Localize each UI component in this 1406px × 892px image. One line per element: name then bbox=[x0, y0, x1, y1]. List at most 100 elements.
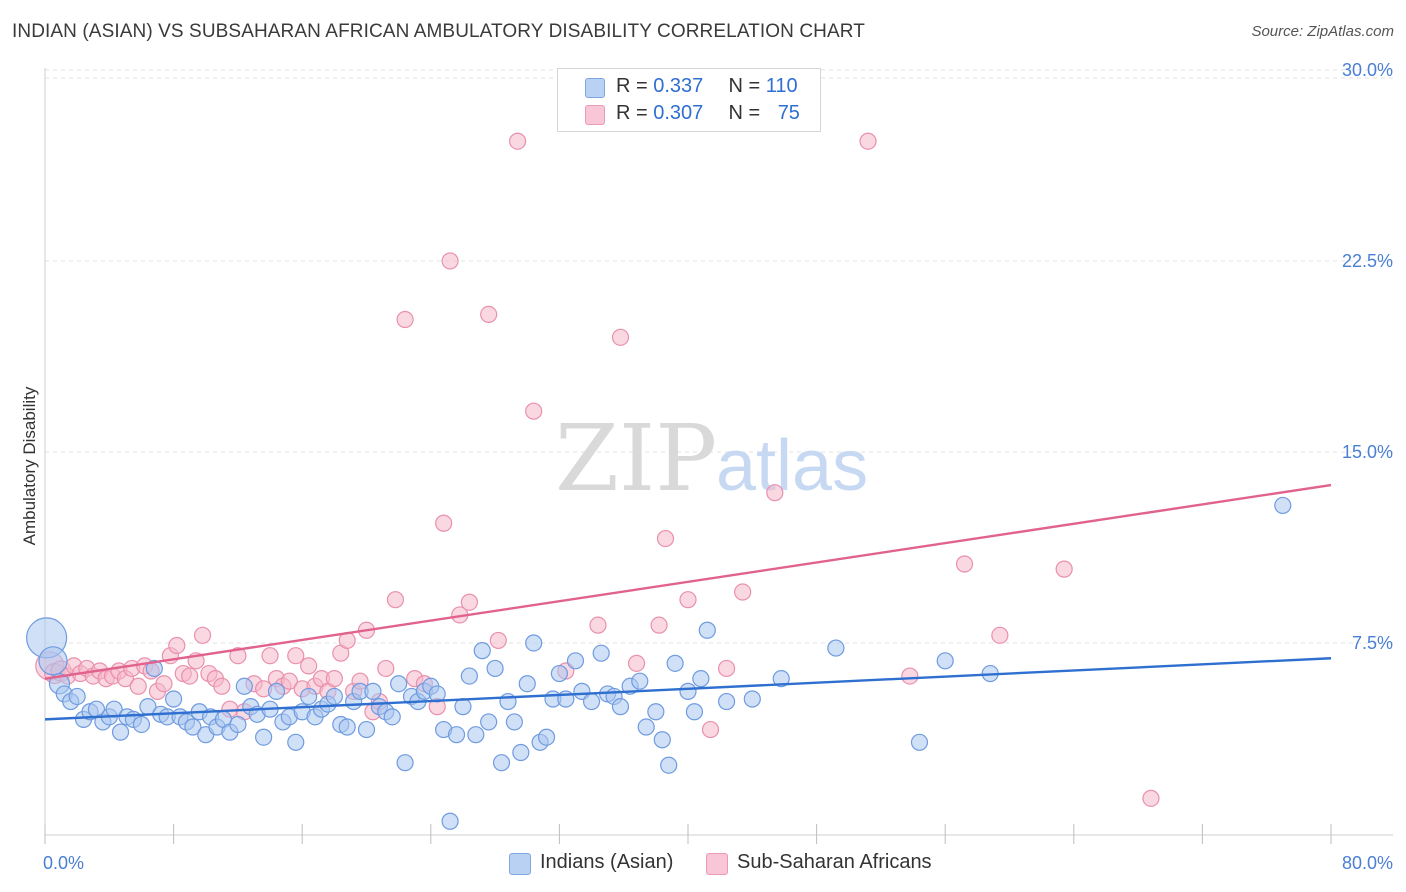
data-point bbox=[267, 682, 286, 700]
data-point bbox=[660, 756, 678, 774]
data-point bbox=[518, 675, 536, 693]
data-point bbox=[1142, 789, 1160, 807]
data-point bbox=[611, 328, 630, 346]
data-point bbox=[155, 675, 173, 693]
trend-lines bbox=[44, 483, 1332, 721]
data-point bbox=[325, 687, 343, 706]
data-point bbox=[467, 726, 485, 744]
data-point bbox=[460, 667, 478, 685]
data-point bbox=[647, 703, 665, 721]
data-point bbox=[685, 703, 704, 721]
data-point bbox=[255, 728, 273, 746]
y-tick-label: 22.5% bbox=[1342, 251, 1393, 271]
data-point bbox=[184, 718, 202, 736]
legend-r-label: R = bbox=[616, 75, 654, 97]
data-point bbox=[300, 687, 318, 706]
data-point bbox=[631, 672, 649, 690]
data-point bbox=[582, 692, 601, 711]
data-point bbox=[936, 652, 954, 670]
data-point bbox=[460, 593, 478, 611]
y-tick-label: 30.0% bbox=[1342, 60, 1393, 80]
data-point bbox=[229, 647, 247, 665]
data-point bbox=[193, 626, 212, 644]
data-point bbox=[213, 677, 231, 695]
watermark: ZIP atlas bbox=[555, 405, 868, 512]
data-point bbox=[698, 621, 716, 639]
legend: R = 0.337 N = 110 R = 0.307 N = 75 bbox=[557, 68, 821, 132]
y-tick-label: 15.0% bbox=[1342, 442, 1393, 462]
data-point bbox=[692, 670, 710, 688]
legend-n-label: N = bbox=[728, 102, 766, 124]
data-point bbox=[627, 654, 646, 672]
watermark-zip: ZIP bbox=[555, 405, 717, 512]
data-point bbox=[235, 677, 253, 695]
data-point bbox=[229, 715, 247, 734]
data-point bbox=[827, 639, 845, 657]
data-point bbox=[566, 652, 585, 670]
data-point bbox=[489, 631, 507, 650]
data-point bbox=[550, 664, 569, 683]
series-indians-asian bbox=[26, 496, 1292, 830]
data-point bbox=[1274, 496, 1292, 515]
data-point bbox=[383, 708, 401, 726]
data-point bbox=[165, 690, 183, 708]
trend-line-sub-saharan-africans bbox=[44, 483, 1332, 680]
data-point bbox=[743, 690, 761, 708]
bottom-legend-label-africans: Sub-Saharan Africans bbox=[737, 851, 932, 873]
legend-n-value: 75 bbox=[777, 102, 800, 124]
data-point bbox=[679, 682, 697, 700]
legend-n-label: N = bbox=[728, 75, 766, 97]
grid-layer bbox=[45, 69, 1393, 644]
bottom-legend-label-indians: Indians (Asian) bbox=[540, 851, 674, 873]
data-point bbox=[611, 698, 630, 716]
data-point bbox=[473, 642, 491, 660]
data-point bbox=[435, 514, 453, 532]
data-point bbox=[859, 132, 877, 150]
legend-n-value: 110 bbox=[765, 75, 798, 97]
data-point bbox=[656, 529, 675, 548]
data-point bbox=[955, 555, 974, 573]
data-point bbox=[1055, 560, 1073, 578]
data-point bbox=[679, 591, 697, 609]
data-point bbox=[717, 692, 736, 711]
legend-r-label: R = bbox=[616, 102, 654, 124]
data-point bbox=[766, 484, 784, 502]
data-point bbox=[637, 718, 655, 736]
data-point bbox=[901, 667, 919, 685]
data-point bbox=[287, 733, 305, 751]
data-point bbox=[287, 647, 305, 665]
data-point bbox=[512, 743, 530, 762]
data-point bbox=[650, 616, 668, 634]
axis-layer bbox=[44, 68, 1393, 844]
data-point bbox=[132, 715, 151, 734]
data-point bbox=[280, 672, 298, 690]
data-point bbox=[589, 616, 607, 634]
data-point bbox=[772, 670, 790, 688]
data-point bbox=[38, 646, 68, 676]
bottom-legend-swatch-blue bbox=[509, 853, 531, 875]
data-point bbox=[168, 636, 186, 655]
data-point bbox=[396, 310, 414, 329]
legend-stats-indians: R = 0.337 N = 110 bbox=[616, 75, 798, 98]
data-point bbox=[396, 754, 414, 772]
data-point bbox=[338, 718, 356, 736]
tick-labels: 7.5% 15.0% 22.5% 30.0% 0.0% 80.0% bbox=[43, 60, 1393, 873]
x-tick-label: 80.0% bbox=[1342, 853, 1393, 873]
data-point bbox=[480, 305, 498, 324]
data-point bbox=[111, 723, 130, 741]
data-point bbox=[145, 659, 163, 678]
data-point bbox=[441, 812, 459, 830]
watermark-atlas: atlas bbox=[716, 426, 868, 506]
data-point bbox=[525, 402, 543, 420]
data-point bbox=[181, 667, 199, 685]
chart-title: INDIAN (ASIAN) VS SUBSAHARAN AFRICAN AMB… bbox=[12, 21, 865, 42]
data-point bbox=[325, 670, 343, 688]
legend-stats-africans: R = 0.307 N = 75 bbox=[616, 102, 800, 125]
data-point bbox=[525, 634, 543, 652]
data-point bbox=[653, 731, 671, 749]
data-point bbox=[480, 713, 498, 731]
data-point bbox=[486, 659, 504, 678]
data-point bbox=[454, 698, 472, 716]
legend-swatch-blue bbox=[585, 78, 605, 98]
